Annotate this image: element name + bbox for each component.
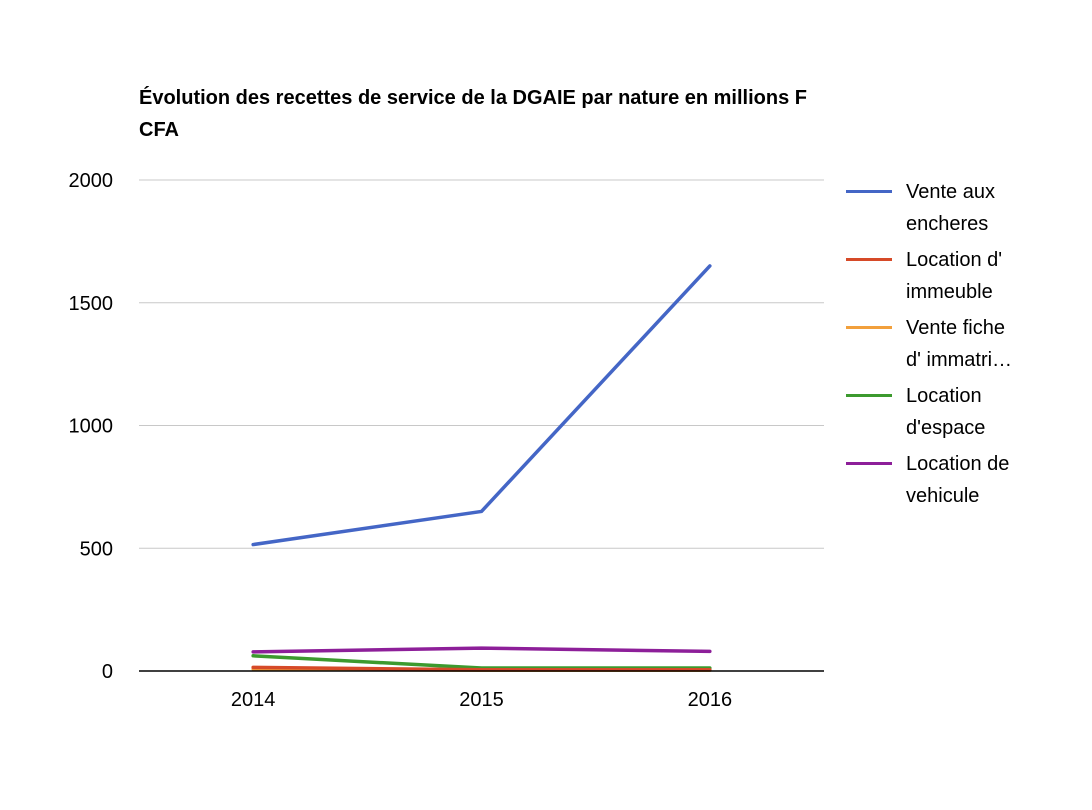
legend-label: Vente aux encheres bbox=[906, 181, 995, 235]
legend-item: Location de vehicule bbox=[846, 448, 1086, 512]
gridlines bbox=[139, 179, 824, 549]
legend-swatch bbox=[846, 462, 892, 465]
legend-item: Vente aux encheres bbox=[846, 176, 1086, 240]
legend-label: Location d' immeuble bbox=[906, 249, 1003, 303]
chart-title: Évolution des recettes de service de la … bbox=[139, 87, 807, 141]
y-tick-label: 500 bbox=[80, 538, 113, 560]
series-line-4 bbox=[251, 654, 712, 670]
legend-item: Location d'espace bbox=[846, 380, 1086, 444]
legend-label: Location d'espace bbox=[906, 385, 986, 439]
series-line-2 bbox=[251, 665, 712, 672]
legend-label: Location de vehicule bbox=[906, 453, 1010, 507]
legend-swatch bbox=[846, 326, 892, 329]
series-lines bbox=[251, 264, 712, 673]
y-tick-label: 2000 bbox=[69, 170, 114, 192]
legend-item: Vente fiche d' immatri… bbox=[846, 312, 1086, 376]
legend-swatch bbox=[846, 394, 892, 397]
series-line-5 bbox=[251, 646, 712, 654]
x-tick-label: 2015 bbox=[459, 689, 504, 711]
x-tick-label: 2016 bbox=[688, 689, 733, 711]
y-tick-label: 1000 bbox=[69, 416, 114, 438]
legend-label: Vente fiche d' immatri… bbox=[906, 317, 1013, 371]
legend: Vente aux encheres Location d' immeuble Ve… bbox=[846, 176, 1086, 516]
x-tick-label: 2014 bbox=[231, 689, 276, 711]
legend-item: Location d' immeuble bbox=[846, 244, 1086, 308]
series-line-1 bbox=[251, 264, 712, 547]
y-tick-label: 1500 bbox=[69, 293, 114, 315]
axes: 0 500 1000 1500 2000 2014 2015 2016 bbox=[69, 170, 824, 711]
legend-swatch bbox=[846, 190, 892, 193]
y-tick-label: 0 bbox=[102, 661, 113, 683]
legend-swatch bbox=[846, 258, 892, 261]
